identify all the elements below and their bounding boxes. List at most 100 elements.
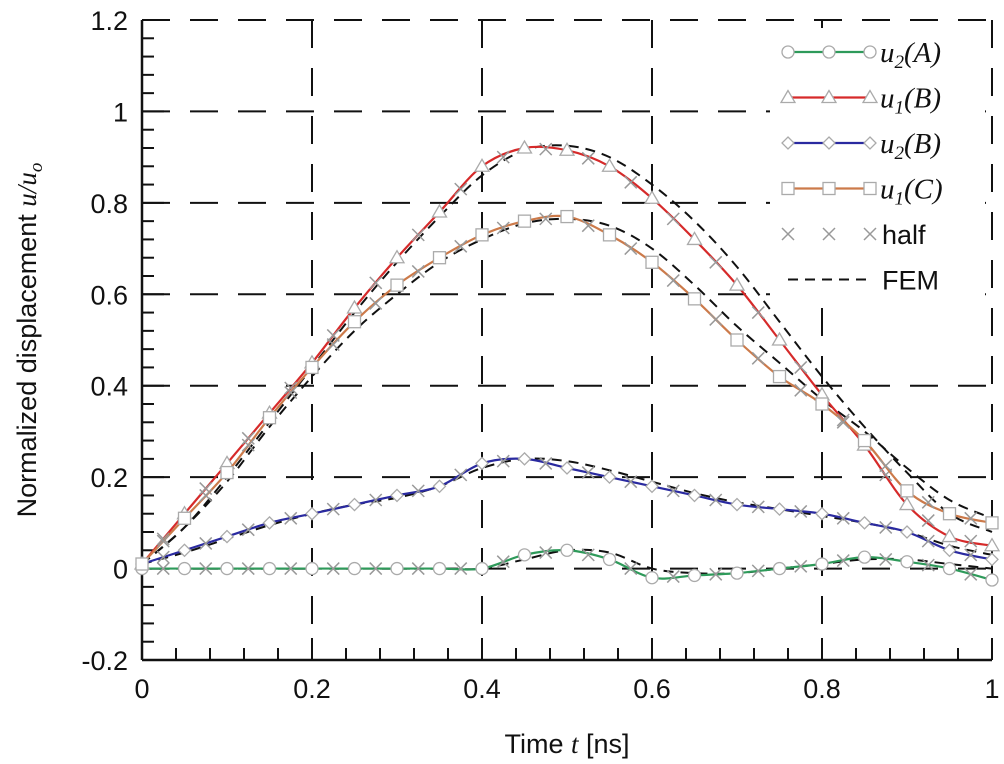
cross-marker — [284, 562, 298, 576]
cross-marker — [241, 562, 255, 576]
cross-marker — [539, 546, 553, 560]
y-tick-label: 0.6 — [90, 280, 128, 310]
square-marker — [390, 278, 404, 292]
diamond-marker — [347, 497, 362, 512]
cross-marker — [411, 228, 425, 242]
cross-marker — [411, 264, 425, 278]
square-marker — [220, 465, 234, 480]
cross-marker — [581, 466, 595, 480]
square-marker — [602, 228, 617, 242]
square-marker — [560, 209, 574, 224]
circle-marker — [305, 561, 319, 576]
square-marker — [730, 333, 744, 347]
cross-marker — [156, 562, 170, 576]
cross-marker — [709, 493, 723, 507]
cross-marker — [964, 548, 978, 562]
cross-marker — [199, 536, 213, 550]
cross-marker — [284, 511, 298, 525]
legend-box — [770, 28, 985, 306]
x-tick-label: 0.4 — [463, 674, 501, 704]
cross-marker — [863, 227, 877, 241]
circle-marker — [863, 45, 877, 59]
triangle-marker — [779, 89, 797, 104]
circle-marker — [730, 566, 744, 580]
series-lines — [133, 139, 1001, 587]
square-marker — [177, 511, 192, 525]
cross-marker — [751, 306, 765, 320]
cross-marker — [241, 431, 255, 445]
cross-marker — [156, 532, 170, 546]
cross-marker — [822, 227, 836, 241]
square-marker — [687, 292, 702, 306]
square-marker — [262, 411, 277, 425]
cross-marker — [326, 338, 340, 352]
cross-marker — [781, 227, 795, 241]
y-tick-label: 0.4 — [90, 372, 128, 402]
cross-marker — [666, 274, 680, 288]
triangle-marker — [771, 331, 788, 346]
diamond-marker — [305, 506, 319, 521]
diamond-marker — [815, 506, 829, 521]
legend-label: u2(A) — [880, 37, 941, 73]
diamond-marker — [262, 515, 277, 530]
cross-marker — [326, 562, 340, 576]
cross-marker — [199, 488, 213, 502]
diamond-marker — [560, 461, 574, 475]
cross-marker — [794, 504, 808, 518]
y-axis-title: Normalized displacement u/uo — [12, 163, 47, 518]
cross-marker — [496, 221, 510, 235]
square-marker — [475, 228, 489, 242]
x-tick-label: 0.2 — [293, 674, 331, 704]
diamond-marker — [220, 529, 234, 544]
diamond-marker — [942, 543, 957, 558]
cross-marker — [539, 456, 553, 470]
circle-marker — [517, 548, 532, 562]
square-marker — [985, 516, 999, 530]
legend-label: u2(B) — [880, 128, 941, 164]
circle-marker — [900, 555, 914, 569]
circle-marker — [475, 561, 489, 576]
diamond-marker — [822, 136, 836, 150]
cross-marker — [581, 219, 595, 233]
y-tick-label: 0 — [113, 555, 128, 585]
circle-marker — [645, 571, 659, 585]
legend-label: half — [882, 220, 926, 250]
square-marker — [781, 181, 795, 196]
cross-marker — [794, 383, 808, 397]
triangle-marker — [346, 299, 363, 314]
circle-marker — [781, 45, 795, 59]
legend-label: u1(B) — [880, 83, 941, 119]
cross-marker — [581, 151, 595, 165]
square-marker — [815, 397, 829, 411]
cross-marker — [369, 562, 383, 576]
cross-marker — [751, 564, 765, 578]
triangle-marker — [686, 231, 703, 246]
diamond-marker — [900, 525, 914, 539]
circle-marker — [942, 561, 957, 576]
square-marker — [772, 369, 787, 384]
cross-marker — [751, 351, 765, 365]
diamond-marker — [730, 497, 744, 512]
cross-marker — [836, 511, 850, 525]
cross-marker — [284, 381, 298, 395]
y-tick-label: -0.2 — [81, 646, 128, 676]
circle-marker — [772, 561, 787, 576]
cross-marker — [241, 523, 255, 537]
cross-marker — [411, 484, 425, 498]
cross-marker — [751, 500, 765, 514]
square-marker — [863, 181, 877, 196]
cross-marker — [454, 239, 468, 253]
cross-marker — [284, 386, 298, 400]
x-tick-label: 1 — [984, 674, 999, 704]
diamond-marker — [432, 479, 447, 494]
cross-marker — [539, 142, 553, 156]
axes: 0 0.2 0.4 0.6 0.8 1-0.200.20.40.60.811.2 — [81, 6, 999, 704]
triangle-marker — [601, 157, 618, 172]
square-marker — [942, 507, 957, 521]
triangle-marker — [643, 189, 661, 204]
cross-marker — [709, 255, 723, 269]
diamond-marker — [985, 552, 999, 567]
cross-marker — [921, 534, 935, 548]
x-tick-label: 0.6 — [633, 674, 671, 704]
triangle-marker — [983, 537, 1001, 552]
